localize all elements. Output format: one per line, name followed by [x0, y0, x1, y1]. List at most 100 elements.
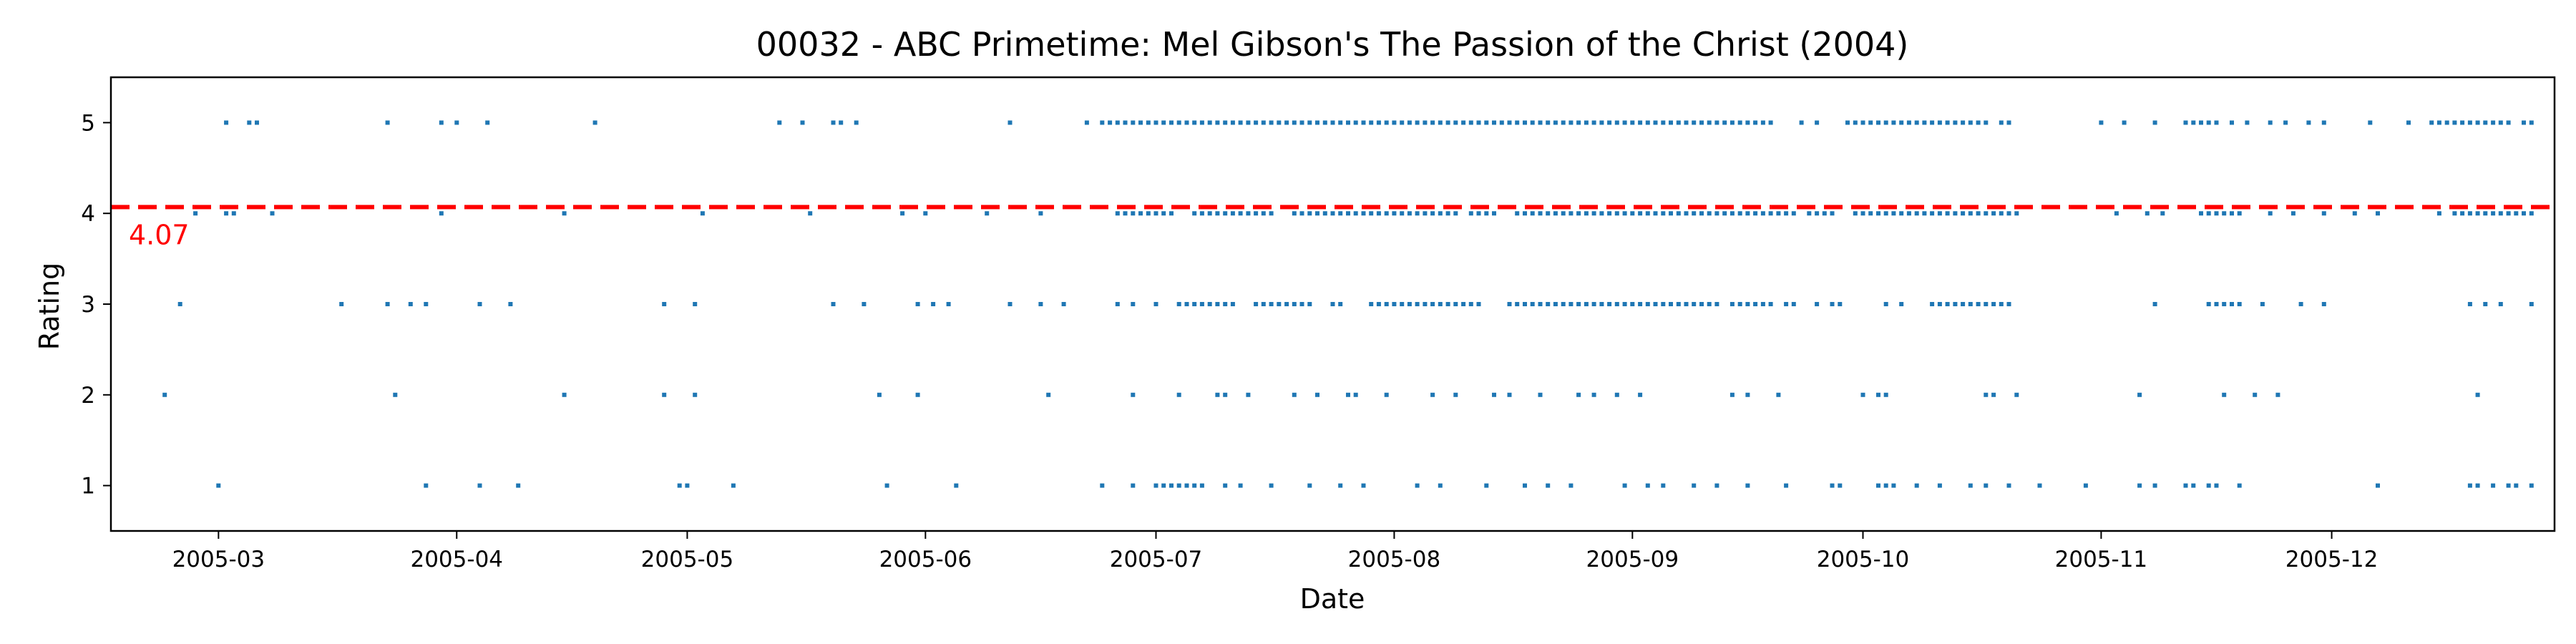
data-point	[1400, 302, 1405, 306]
data-point	[1338, 211, 1343, 216]
data-point	[2460, 120, 2465, 125]
data-point	[1584, 211, 1589, 216]
data-point	[1538, 302, 1543, 306]
data-point	[162, 392, 167, 397]
data-point	[1146, 120, 1151, 125]
data-point	[1261, 302, 1266, 306]
data-point	[1376, 211, 1381, 216]
data-point	[1138, 120, 1143, 125]
data-point	[1153, 302, 1158, 306]
data-point	[2522, 120, 2526, 125]
data-point	[1776, 211, 1781, 216]
data-point	[1438, 211, 1443, 216]
data-point	[1254, 211, 1259, 216]
data-point	[1523, 211, 1527, 216]
data-point	[985, 211, 990, 216]
data-point	[1945, 120, 1950, 125]
data-point	[1153, 120, 1158, 125]
data-point	[1207, 211, 1212, 216]
data-point	[1499, 120, 1504, 125]
data-point	[1322, 211, 1327, 216]
x-tick-label: 2005-12	[2285, 547, 2379, 572]
data-point	[2475, 211, 2480, 216]
x-axis-label: Date	[1300, 583, 1365, 615]
data-point	[2122, 120, 2127, 125]
data-point	[1223, 211, 1228, 216]
data-point	[1100, 120, 1105, 125]
data-point	[1684, 302, 1689, 306]
data-point	[2152, 120, 2157, 125]
data-point	[1523, 120, 1527, 125]
data-point	[854, 120, 859, 125]
data-point	[2253, 392, 2258, 397]
data-point	[1492, 120, 1496, 125]
data-point	[1753, 211, 1758, 216]
data-point	[1223, 483, 1228, 488]
data-point	[1953, 120, 1958, 125]
data-point	[1645, 302, 1650, 306]
data-point	[2321, 120, 2326, 125]
data-point	[731, 483, 736, 488]
data-point	[1760, 120, 1765, 125]
data-point	[2368, 120, 2373, 125]
data-point	[1729, 211, 1735, 216]
data-point	[270, 211, 275, 216]
data-point	[1737, 120, 1742, 125]
data-point	[177, 302, 182, 306]
data-point	[592, 120, 597, 125]
data-point	[1607, 302, 1612, 306]
data-point	[1899, 211, 1904, 216]
x-tick-label: 2005-04	[410, 547, 503, 572]
data-point	[1192, 120, 1197, 125]
data-point	[1207, 120, 1212, 125]
data-point	[1238, 483, 1243, 488]
data-point	[2491, 483, 2496, 488]
data-point	[1361, 211, 1366, 216]
data-point	[1400, 211, 1405, 216]
data-point	[1330, 211, 1335, 216]
data-point	[1599, 302, 1604, 306]
data-point	[1984, 211, 1989, 216]
data-point	[1008, 120, 1013, 125]
data-point	[1984, 302, 1989, 306]
data-point	[1991, 302, 1996, 306]
data-point	[1768, 120, 1773, 125]
data-point	[1384, 120, 1389, 125]
data-point	[1930, 302, 1935, 306]
data-point	[685, 483, 690, 488]
data-point	[1492, 392, 1496, 397]
data-point	[1445, 211, 1450, 216]
data-point	[1607, 211, 1612, 216]
data-point	[677, 483, 682, 488]
data-point	[1737, 211, 1742, 216]
data-point	[2245, 120, 2250, 125]
data-point	[1653, 120, 1658, 125]
y-axis-label: Rating	[34, 263, 65, 351]
data-point	[1392, 120, 1397, 125]
data-point	[862, 302, 867, 306]
data-point	[1453, 211, 1458, 216]
data-point	[1330, 120, 1335, 125]
data-point	[1184, 120, 1189, 125]
data-point	[485, 120, 490, 125]
data-point	[1745, 120, 1750, 125]
data-point	[1845, 120, 1850, 125]
data-point	[1745, 211, 1750, 216]
data-point	[1661, 302, 1666, 306]
data-point	[1223, 392, 1228, 397]
data-point	[1184, 302, 1189, 306]
data-point	[1307, 483, 1312, 488]
data-point	[1576, 302, 1581, 306]
data-point	[1876, 483, 1880, 488]
data-point	[1046, 392, 1051, 397]
data-point	[1676, 211, 1681, 216]
data-point	[1822, 211, 1827, 216]
data-point	[2529, 483, 2534, 488]
data-point	[1614, 302, 1619, 306]
data-point	[1937, 211, 1942, 216]
data-point	[2214, 211, 2219, 216]
data-point	[2214, 483, 2219, 488]
data-point	[2137, 392, 2142, 397]
data-point	[1384, 392, 1389, 397]
data-point	[1692, 120, 1697, 125]
